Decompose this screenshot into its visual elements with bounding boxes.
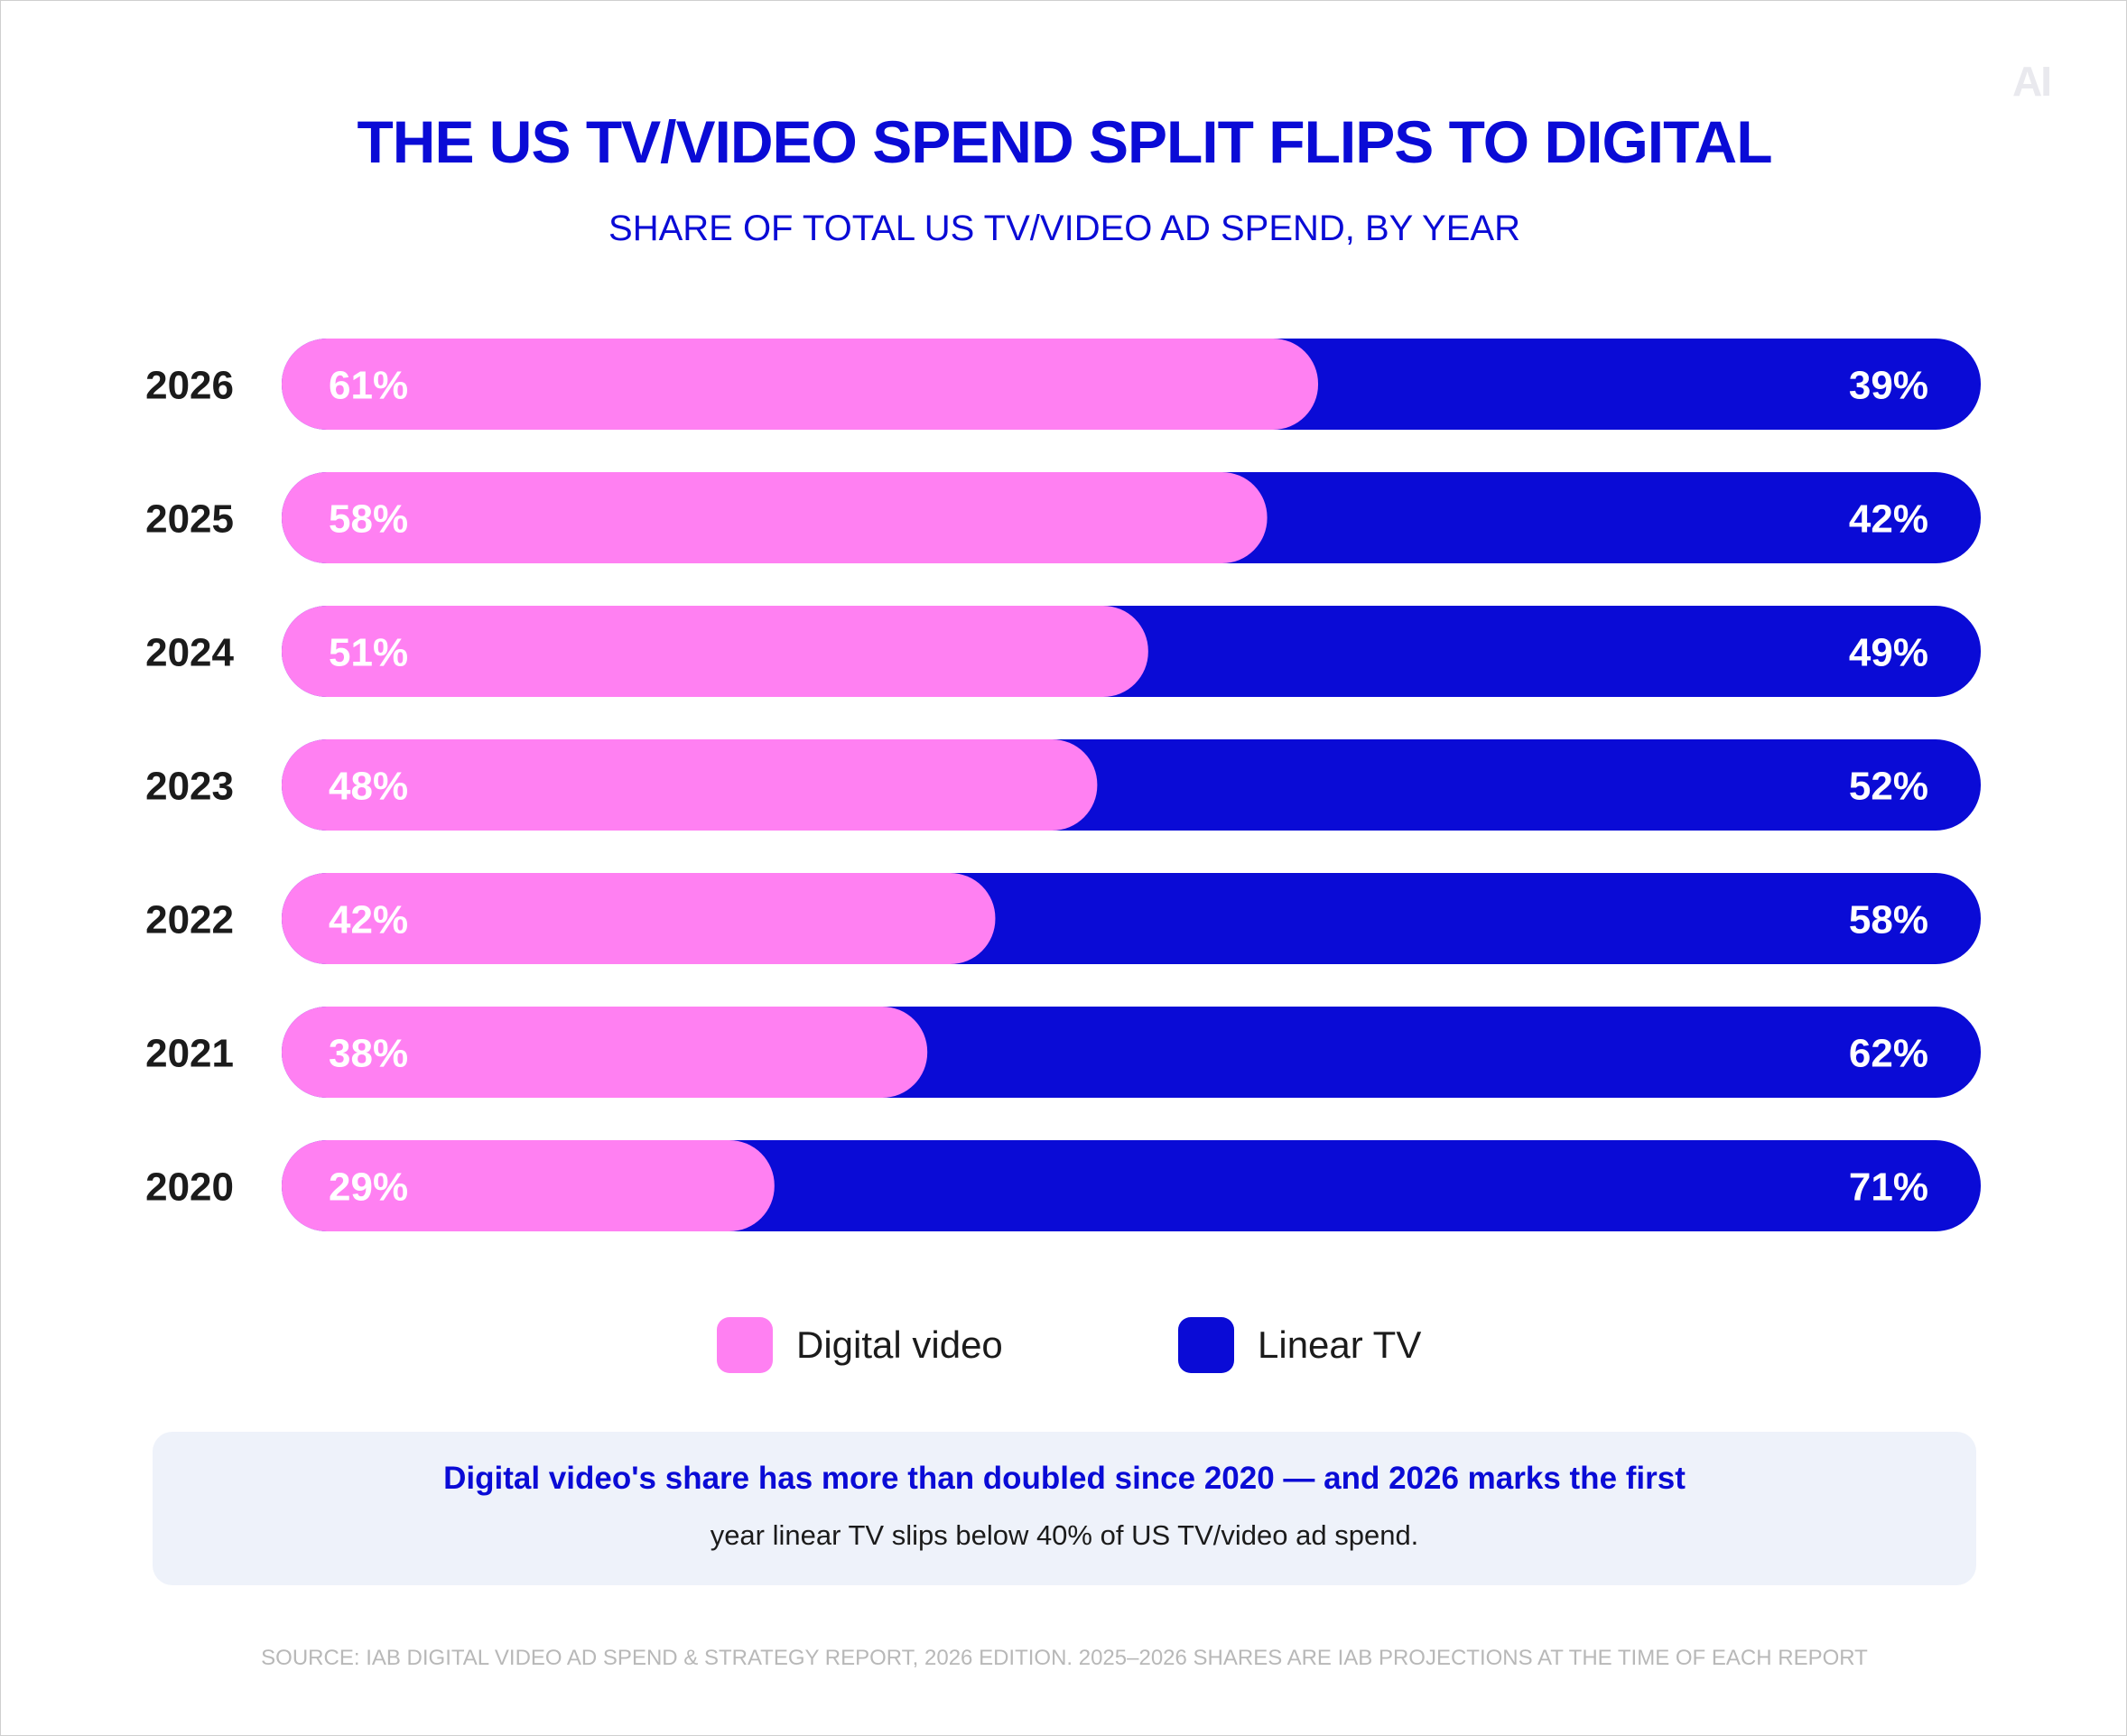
legend-swatch-digital: [717, 1317, 773, 1373]
chart-subtitle: SHARE OF TOTAL US TV/VIDEO AD SPEND, BY …: [608, 209, 1520, 248]
legend: Digital video Linear TV: [1, 1317, 2127, 1373]
brand-logo: AI: [2012, 58, 2052, 105]
callout-headline: Digital video's share has more than doub…: [443, 1461, 1686, 1496]
value-label-digital: 29%: [329, 1165, 408, 1210]
value-label-linear: 39%: [1849, 364, 1928, 408]
bar-digital-video: [282, 1140, 775, 1231]
year-label: 2022: [145, 898, 234, 942]
bar-digital-video: [282, 873, 996, 964]
bar-row-2026: 2026 61% 39%: [145, 339, 1981, 430]
value-label-digital: 51%: [329, 631, 408, 675]
value-label-linear: 62%: [1849, 1032, 1928, 1076]
bar-digital-video: [282, 339, 1319, 430]
legend-swatch-linear: [1178, 1317, 1234, 1373]
value-label-digital: 58%: [329, 497, 408, 542]
bar-row-2023: 2023 48% 52%: [145, 739, 1981, 831]
chart-title: THE US TV/VIDEO SPEND SPLIT FLIPS TO DIG…: [357, 108, 1772, 175]
value-label-digital: 38%: [329, 1032, 408, 1076]
year-label: 2024: [145, 631, 234, 675]
bar-row-2020: 2020 29% 71%: [145, 1140, 1981, 1231]
value-label-digital: 61%: [329, 364, 408, 408]
value-label-linear: 49%: [1849, 631, 1928, 675]
year-label: 2023: [145, 765, 234, 809]
source-note: SOURCE: IAB DIGITAL VIDEO AD SPEND & STR…: [261, 1646, 1868, 1670]
bar-row-2022: 2022 42% 58%: [145, 873, 1981, 964]
bar-digital-video: [282, 606, 1148, 697]
year-label: 2021: [145, 1032, 234, 1076]
insight-callout: Digital video's share has more than doub…: [153, 1432, 1976, 1585]
year-label: 2025: [145, 497, 234, 542]
year-label: 2026: [145, 364, 234, 408]
legend-label-linear: Linear TV: [1258, 1323, 1422, 1366]
bar-row-2021: 2021 38% 62%: [145, 1007, 1981, 1098]
value-label-digital: 42%: [329, 898, 408, 942]
value-label-linear: 52%: [1849, 765, 1928, 809]
stacked-bar-chart: 2026 61% 39% 2025 58% 42% 2024 51% 49% 2023 48% 52%…: [145, 339, 1981, 1231]
callout-body: year linear TV slips below 40% of US TV/…: [710, 1519, 1419, 1551]
bar-digital-video: [282, 739, 1098, 831]
legend-label-digital: Digital video: [796, 1323, 1003, 1366]
value-label-digital: 48%: [329, 765, 408, 809]
year-label: 2020: [145, 1165, 234, 1210]
legend-item-digital: Digital video: [717, 1317, 1003, 1373]
value-label-linear: 71%: [1849, 1165, 1928, 1210]
value-label-linear: 42%: [1849, 497, 1928, 542]
bar-row-2025: 2025 58% 42%: [145, 472, 1981, 563]
bar-digital-video: [282, 1007, 928, 1098]
bar-digital-video: [282, 472, 1268, 563]
legend-item-linear: Linear TV: [1178, 1317, 1421, 1373]
value-label-linear: 58%: [1849, 898, 1928, 942]
bar-row-2024: 2024 51% 49%: [145, 606, 1981, 697]
